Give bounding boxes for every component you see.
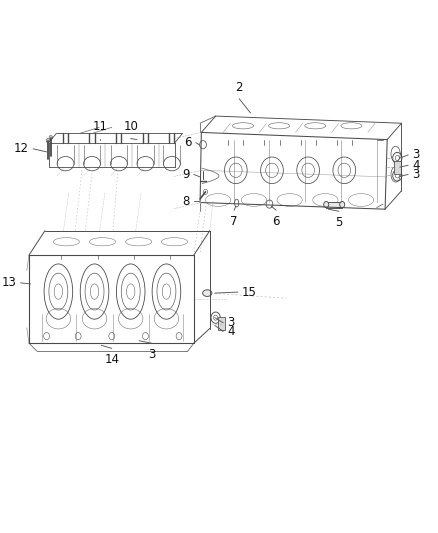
- Circle shape: [324, 201, 329, 208]
- Text: 2: 2: [236, 80, 243, 94]
- Text: 3: 3: [148, 349, 155, 361]
- Text: 6: 6: [184, 136, 192, 149]
- Text: 8: 8: [182, 195, 190, 207]
- Text: 15: 15: [242, 286, 257, 298]
- Text: 9: 9: [182, 168, 190, 181]
- Text: 11: 11: [93, 120, 108, 133]
- Text: 7: 7: [230, 215, 238, 228]
- Text: 13: 13: [1, 277, 16, 289]
- Text: 3: 3: [413, 149, 420, 161]
- Text: 10: 10: [123, 120, 138, 133]
- Text: 3: 3: [227, 316, 235, 329]
- Text: 4: 4: [413, 159, 420, 172]
- Circle shape: [49, 135, 53, 140]
- Bar: [218, 317, 225, 330]
- Text: 14: 14: [104, 353, 119, 367]
- Text: 3: 3: [413, 168, 420, 181]
- Bar: [326, 201, 342, 208]
- Text: 12: 12: [14, 142, 29, 155]
- Circle shape: [340, 201, 345, 208]
- Ellipse shape: [203, 290, 212, 296]
- Circle shape: [46, 139, 49, 143]
- Text: 4: 4: [227, 325, 235, 338]
- Bar: [394, 160, 401, 174]
- Text: 5: 5: [335, 216, 343, 229]
- Text: 6: 6: [272, 215, 280, 228]
